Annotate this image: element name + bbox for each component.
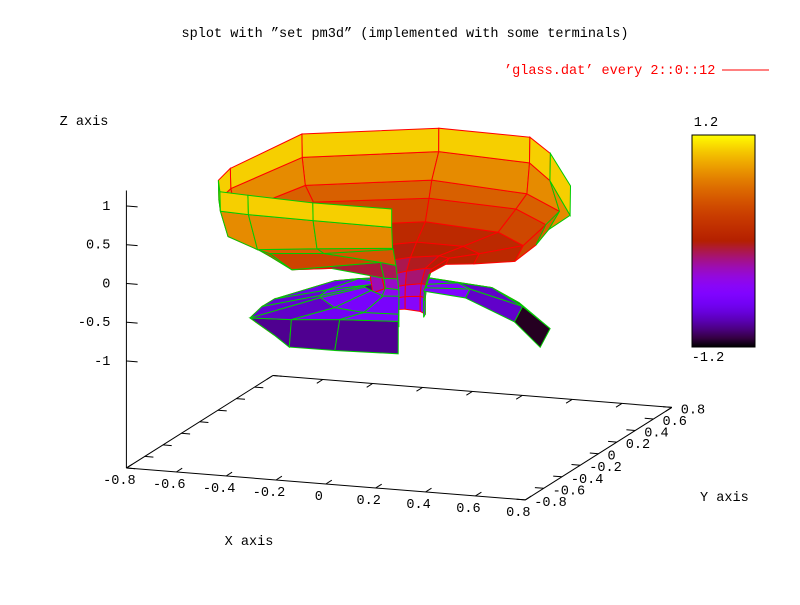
svg-text:-1.2: -1.2 [692,351,725,366]
svg-text:Z axis: Z axis [60,115,109,130]
svg-text:0.8: 0.8 [681,403,705,418]
svg-text:-0.4: -0.4 [571,473,604,488]
svg-text:0.6: 0.6 [456,502,480,517]
svg-text:-0.8: -0.8 [103,474,136,489]
svg-text:-0.4: -0.4 [203,482,236,497]
svg-text:0.2: 0.2 [626,438,650,453]
svg-text:0.4: 0.4 [644,427,668,442]
svg-text:0.8: 0.8 [506,506,530,521]
svg-text:splot with ”set pm3d” (impleme: splot with ”set pm3d” (implemented with … [181,27,628,42]
svg-text:1: 1 [102,200,110,215]
svg-text:-1: -1 [94,355,110,370]
svg-text:0.5: 0.5 [86,239,110,254]
svg-text:0: 0 [102,278,110,293]
svg-text:1.2: 1.2 [694,116,718,131]
svg-text:Y axis: Y axis [700,491,749,506]
svg-text:-0.6: -0.6 [553,484,586,499]
svg-text:0: 0 [608,450,616,465]
svg-text:-0.5: -0.5 [78,316,111,331]
svg-text:0: 0 [315,490,323,505]
svg-text:-0.2: -0.2 [589,461,622,476]
svg-text:0.4: 0.4 [406,498,430,513]
svg-text:-0.8: -0.8 [534,496,567,511]
svg-text:0.2: 0.2 [357,494,381,509]
svg-text:-0.2: -0.2 [253,486,286,501]
svg-text:-0.6: -0.6 [153,478,186,493]
svg-text:X axis: X axis [225,535,274,550]
svg-text:’glass.dat’ every 2::0::12: ’glass.dat’ every 2::0::12 [504,64,715,79]
svg-text:0.6: 0.6 [663,415,687,430]
